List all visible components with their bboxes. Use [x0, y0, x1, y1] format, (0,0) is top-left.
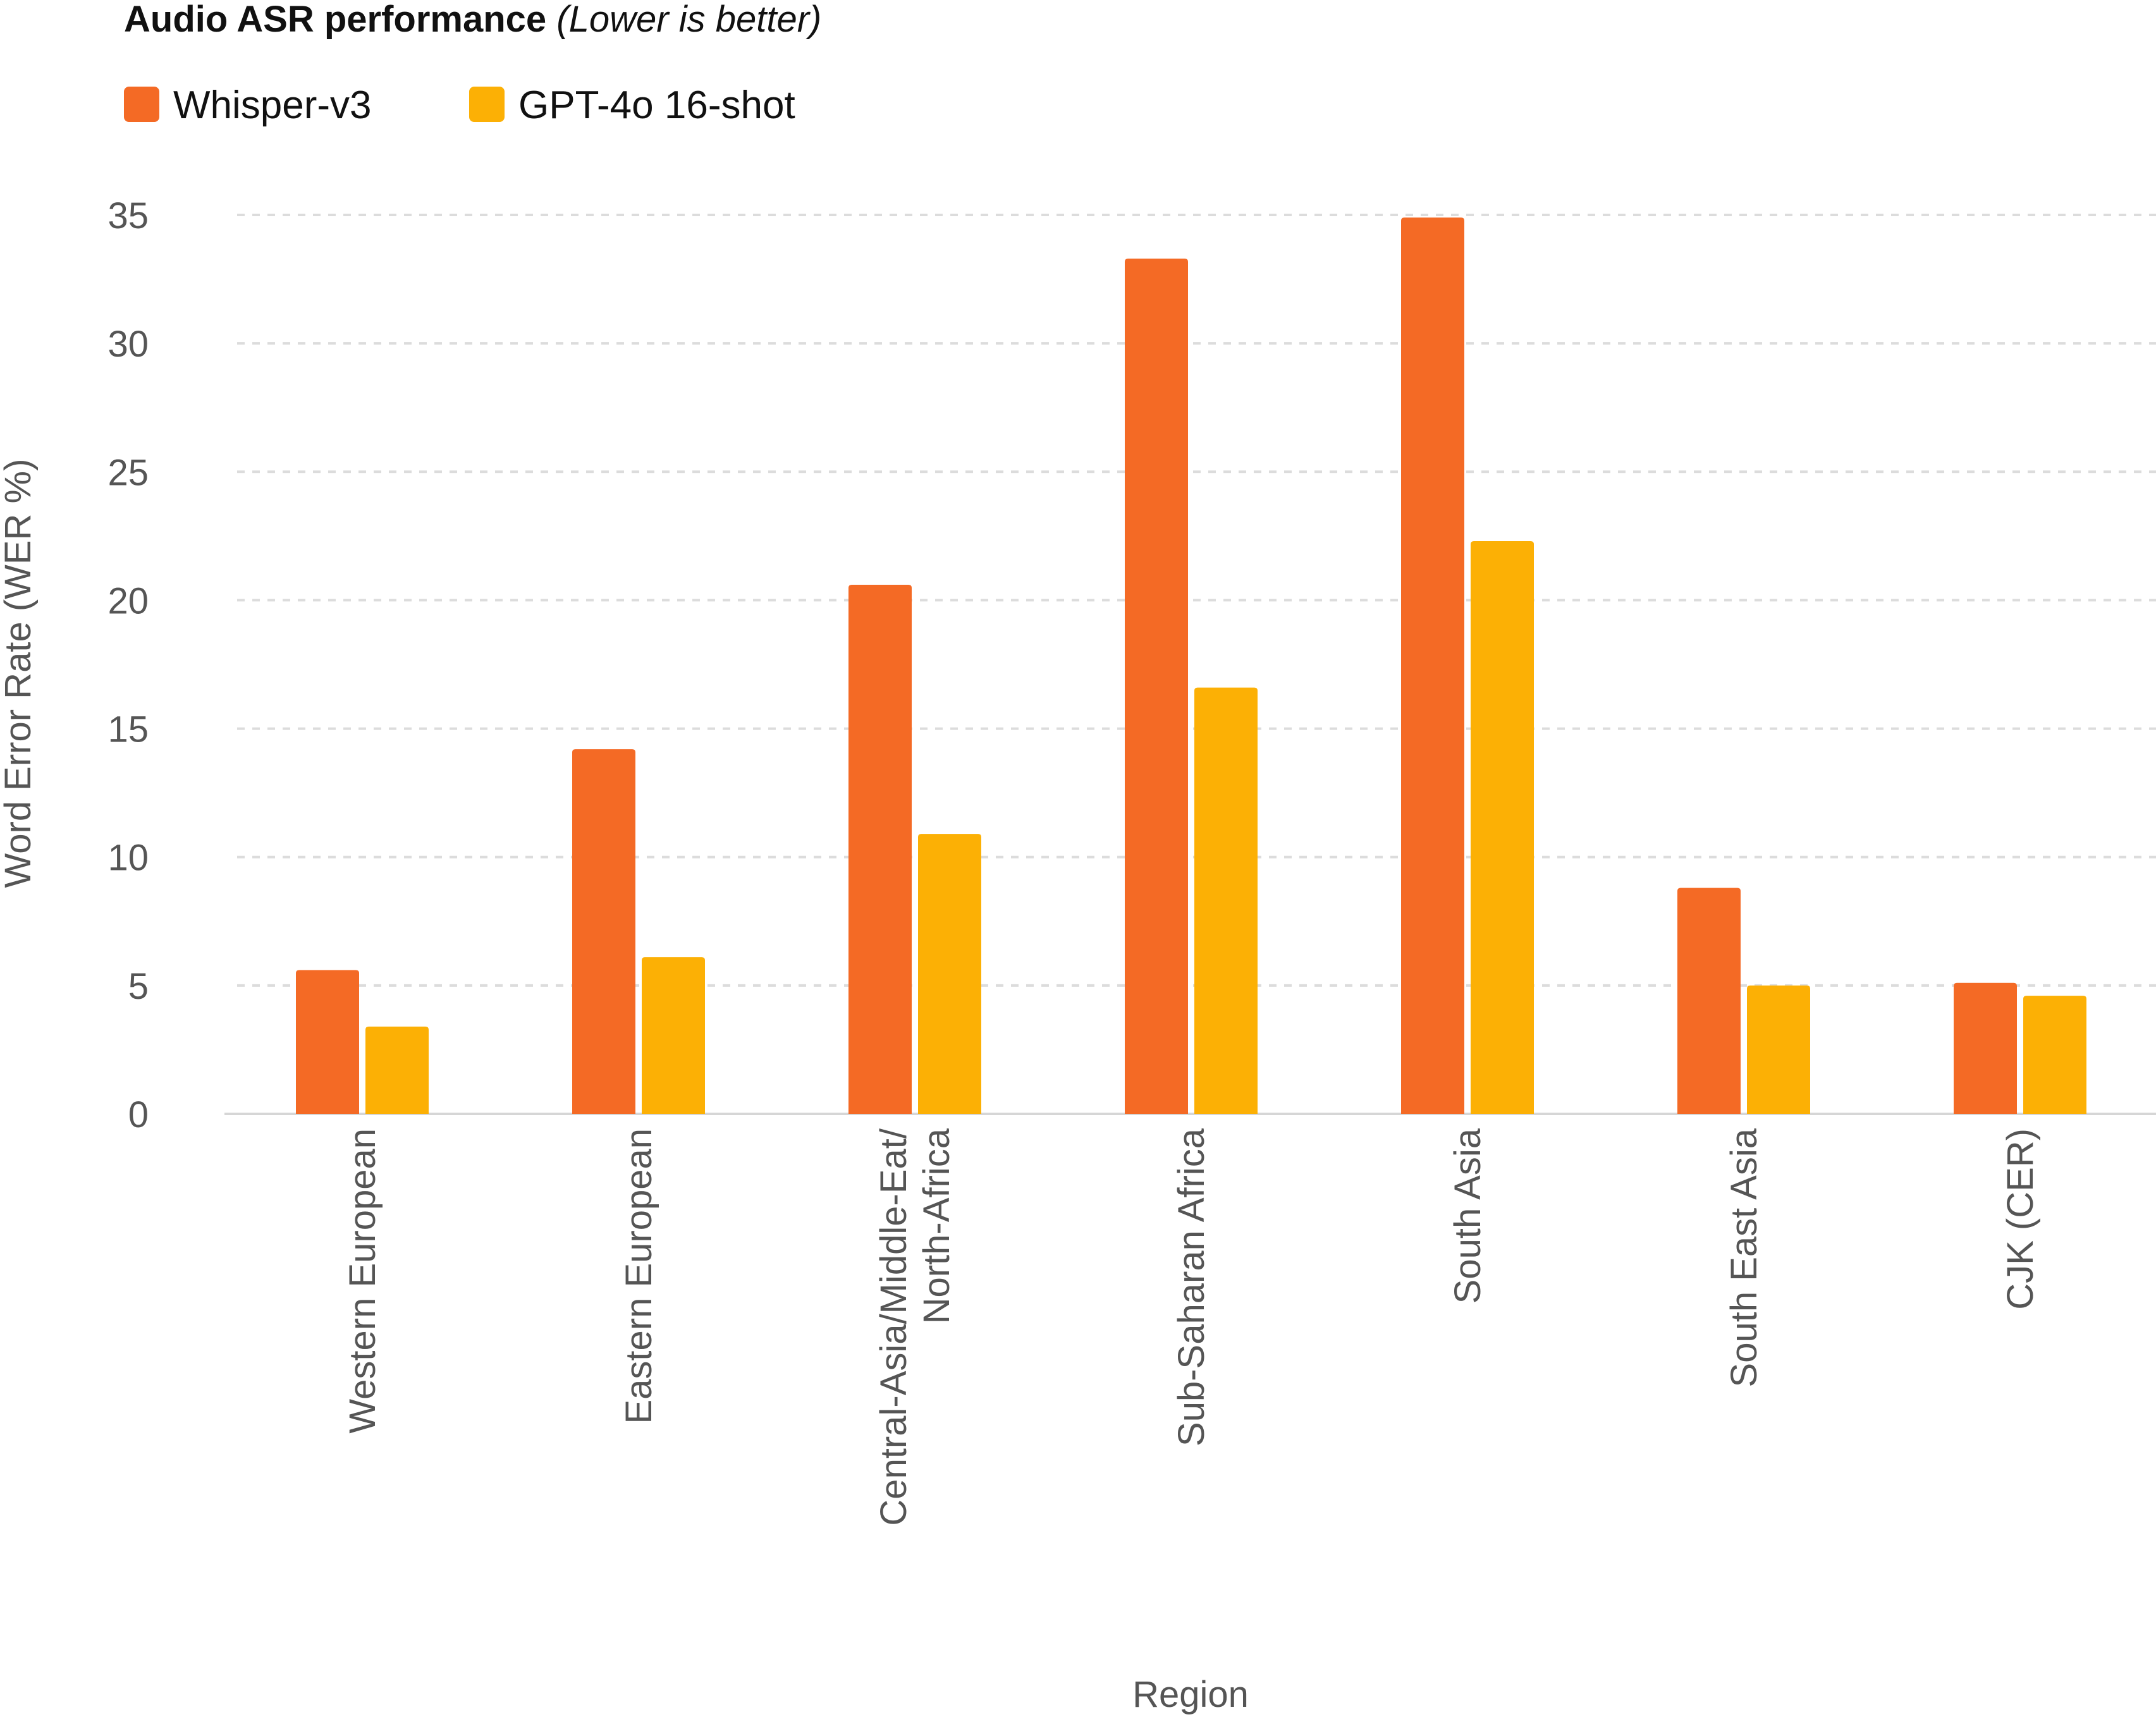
- bar-whisper-v3-5: [1677, 888, 1741, 1114]
- y-tick-15: 15: [107, 709, 149, 750]
- category-label-4: South Asia: [1447, 1128, 1488, 1304]
- bar-whisper-v3-6: [1954, 982, 2017, 1114]
- bar-gpt-4o-16-shot-6: [2023, 996, 2086, 1114]
- bar-whisper-v3-0: [296, 970, 359, 1114]
- bar-gpt-4o-16-shot-4: [1471, 541, 1534, 1114]
- bar-whisper-v3-3: [1125, 259, 1188, 1114]
- x-axis-categories: Western European Eastern European Central-…: [342, 1128, 2041, 1525]
- y-tick-5: 5: [128, 966, 149, 1007]
- chart-title-main: Audio ASR performance: [124, 0, 546, 40]
- bar-gpt-4o-16-shot-3: [1194, 687, 1258, 1114]
- category-label-5: South East Asia: [1724, 1128, 1765, 1387]
- bar-gpt-4o-16-shot-1: [642, 957, 705, 1114]
- category-label-2-line-1: North-Africa: [916, 1128, 957, 1324]
- legend: Whisper-v3 GPT-4o 16-shot: [124, 83, 795, 127]
- y-tick-25: 25: [107, 452, 149, 493]
- gridlines: [224, 214, 2156, 1115]
- y-axis-label: Word Error Rate (WER %): [0, 459, 39, 888]
- legend-label-1: GPT-4o 16-shot: [518, 83, 795, 127]
- bar-gpt-4o-16-shot-0: [365, 1026, 429, 1114]
- legend-swatch-0: [124, 87, 159, 122]
- legend-label-0: Whisper-v3: [173, 83, 372, 127]
- y-tick-0: 0: [128, 1094, 149, 1135]
- category-label-3: Sub-Saharan Africa: [1171, 1128, 1212, 1446]
- category-label-6: CJK (CER): [2000, 1128, 2041, 1310]
- category-label-0: Western European: [342, 1128, 383, 1434]
- bar-whisper-v3-2: [848, 585, 912, 1114]
- bar-whisper-v3-1: [572, 749, 635, 1114]
- bar-gpt-4o-16-shot-5: [1747, 985, 1810, 1114]
- y-axis-ticks: 0 5 10 15 20 25 30 35: [107, 195, 149, 1135]
- bar-whisper-v3-4: [1401, 217, 1464, 1114]
- category-label-2-line-0: Central-Asia/Middle-Eat/: [873, 1128, 914, 1525]
- y-tick-10: 10: [107, 838, 149, 879]
- chart-title-note: (Lower is better): [556, 0, 821, 40]
- bar-gpt-4o-16-shot-2: [918, 834, 981, 1114]
- y-tick-20: 20: [107, 580, 149, 621]
- bars: [296, 217, 2086, 1114]
- category-label-1: Eastern European: [618, 1128, 659, 1424]
- y-tick-30: 30: [107, 324, 149, 365]
- x-axis-label: Region: [1132, 1674, 1249, 1715]
- y-tick-35: 35: [107, 195, 149, 236]
- chart-title: Audio ASR performance (Lower is better): [124, 0, 821, 40]
- legend-swatch-1: [469, 87, 505, 122]
